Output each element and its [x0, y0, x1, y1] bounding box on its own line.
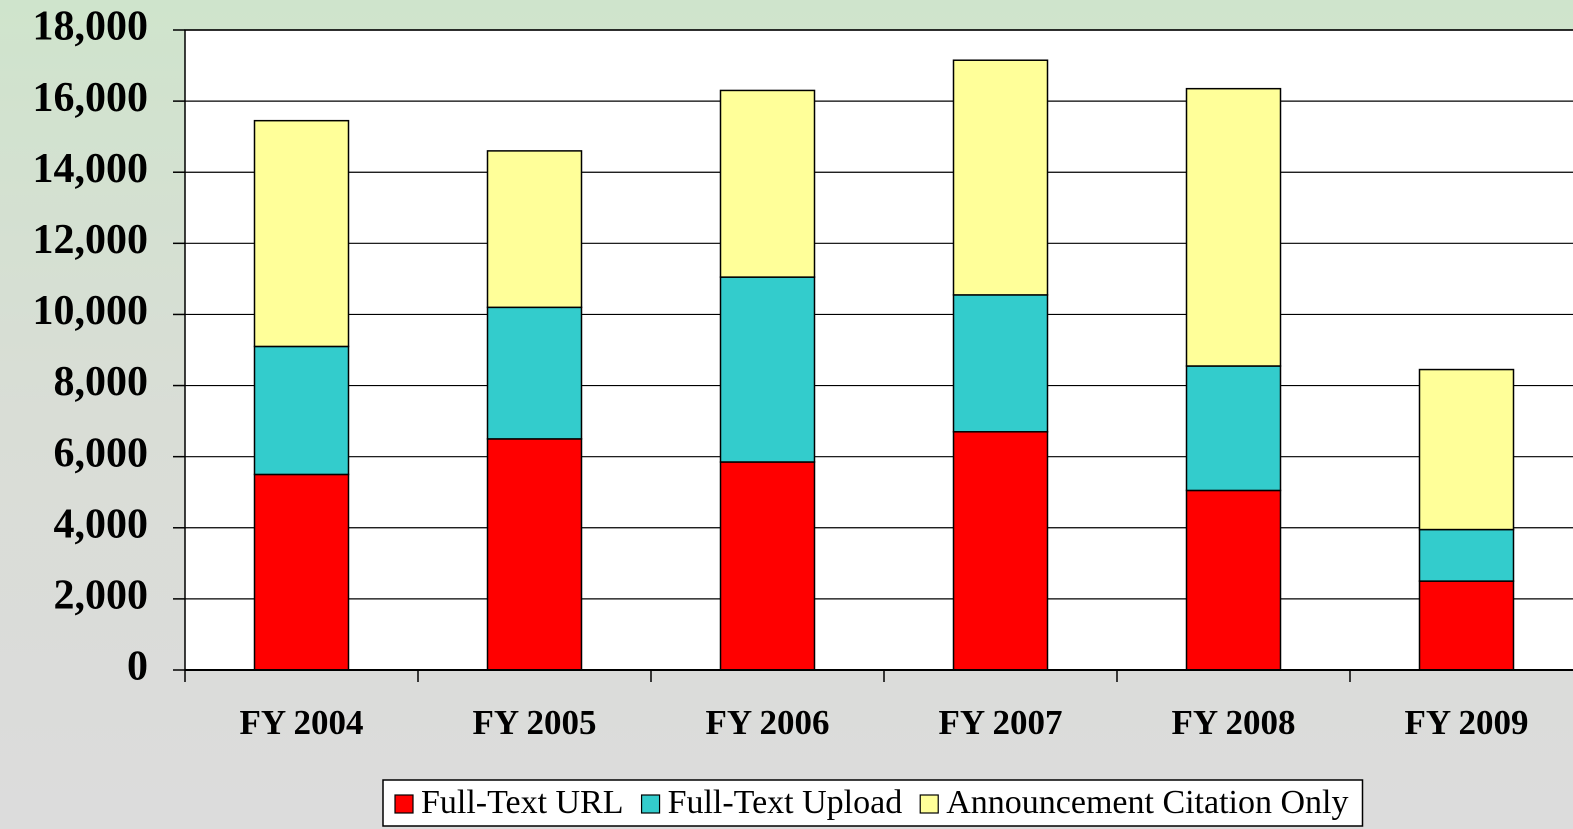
y-tick-label: 6,000 [54, 430, 149, 476]
bar-segment [952, 431, 1049, 671]
plot-area [184, 29, 1573, 671]
x-tick-label: FY 2006 [705, 703, 829, 742]
legend-swatch [640, 794, 661, 814]
bar-segment [253, 345, 350, 476]
x-tick-label: FY 2007 [938, 703, 1062, 742]
y-tick-label: 2,000 [54, 573, 149, 619]
bar-segment [719, 276, 816, 463]
y-tick-label: 0 [127, 644, 148, 690]
bar-segment [253, 473, 350, 671]
legend [382, 779, 1364, 827]
bar-segment [1185, 365, 1282, 492]
bar-segment [719, 89, 816, 278]
legend-label: Full-Text Upload [668, 784, 903, 821]
y-tick-label: 10,000 [33, 288, 149, 334]
y-tick-label: 14,000 [33, 146, 149, 192]
legend-swatch [394, 794, 414, 814]
bar-segment [1185, 489, 1282, 671]
bar-segment [952, 294, 1049, 433]
x-tick-label: FY 2008 [1171, 703, 1295, 742]
bar-segment [486, 306, 583, 440]
bar-segment [952, 59, 1049, 296]
x-tick-label: FY 2005 [472, 703, 596, 742]
y-tick-label: 16,000 [33, 75, 149, 121]
legend-swatch [919, 794, 939, 814]
legend-label: Announcement Citation Only [946, 784, 1348, 821]
bar-segment [1418, 528, 1515, 582]
y-tick-label: 18,000 [33, 4, 149, 50]
bar-segment [253, 119, 350, 348]
bar-segment [719, 461, 816, 671]
y-tick-label: 8,000 [54, 359, 149, 405]
x-tick-label: FY 2004 [239, 703, 363, 742]
bar-segment [486, 150, 583, 309]
legend-label: Full-Text URL [421, 784, 624, 821]
bar-segment [1418, 580, 1515, 671]
bar-segment [486, 438, 583, 671]
y-tick-label: 12,000 [33, 217, 149, 263]
bar-segment [1418, 368, 1515, 531]
x-tick-label: FY 2009 [1404, 703, 1528, 742]
bar-segment [1185, 87, 1282, 367]
y-tick-label: 4,000 [54, 501, 149, 547]
